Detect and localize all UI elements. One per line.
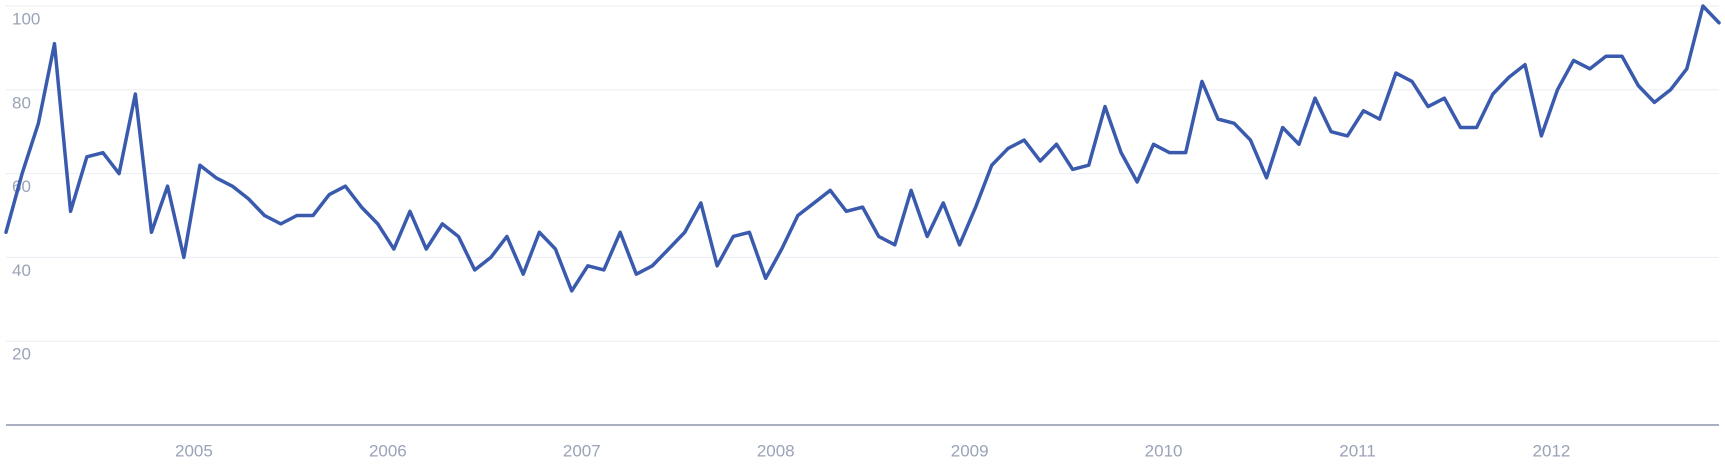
y-tick-label: 20 — [12, 345, 31, 364]
trend-line — [4, 4, 1721, 293]
y-tick-label: 40 — [12, 261, 31, 280]
x-tick-label: 2009 — [951, 441, 989, 460]
x-tick-label: 2005 — [175, 441, 213, 460]
x-tick-label: 2011 — [1339, 441, 1376, 460]
x-tick-label: 2007 — [563, 441, 601, 460]
x-tick-label: 2010 — [1145, 441, 1183, 460]
x-tick-label: 2012 — [1533, 441, 1571, 460]
x-tick-label: 2006 — [369, 441, 407, 460]
x-tick-label: 2008 — [757, 441, 795, 460]
y-tick-label: 100 — [12, 9, 40, 28]
y-tick-label: 80 — [12, 93, 31, 112]
